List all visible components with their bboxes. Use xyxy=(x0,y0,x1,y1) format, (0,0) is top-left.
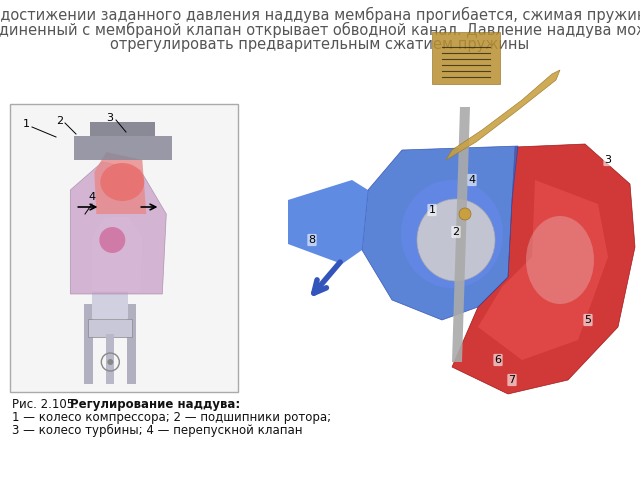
Text: 1 — колесо компрессора; 2 — подшипники ротора;: 1 — колесо компрессора; 2 — подшипники р… xyxy=(12,411,331,424)
Bar xyxy=(74,136,172,160)
Text: 3: 3 xyxy=(605,155,611,165)
Text: 4: 4 xyxy=(468,175,476,185)
Text: Рис. 2.105.: Рис. 2.105. xyxy=(12,398,82,411)
Polygon shape xyxy=(446,70,560,160)
Ellipse shape xyxy=(401,180,503,288)
Polygon shape xyxy=(452,144,635,394)
Bar xyxy=(84,304,93,384)
Text: 8: 8 xyxy=(308,235,316,245)
Text: При достижении заданного давления наддува мембрана прогибается, сжимая пружину, : При достижении заданного давления наддув… xyxy=(0,7,640,23)
Bar xyxy=(10,104,238,392)
Bar xyxy=(90,122,156,136)
Text: 7: 7 xyxy=(508,375,516,385)
Polygon shape xyxy=(288,180,368,264)
Circle shape xyxy=(459,208,471,220)
Text: 1: 1 xyxy=(429,205,435,215)
Bar xyxy=(106,334,115,384)
Text: 6: 6 xyxy=(495,355,502,365)
Polygon shape xyxy=(478,180,608,360)
Bar xyxy=(88,319,132,337)
Bar xyxy=(432,32,500,84)
Polygon shape xyxy=(452,107,470,362)
Text: 3: 3 xyxy=(106,113,113,123)
Bar xyxy=(92,291,128,319)
Polygon shape xyxy=(94,152,147,214)
Polygon shape xyxy=(92,217,142,292)
Text: отрегулировать предварительным сжатием пружины: отрегулировать предварительным сжатием п… xyxy=(111,37,529,52)
Text: 3 — колесо турбины; 4 — перепускной клапан: 3 — колесо турбины; 4 — перепускной клап… xyxy=(12,424,303,437)
Ellipse shape xyxy=(417,199,495,281)
Text: 4: 4 xyxy=(88,192,95,202)
Ellipse shape xyxy=(526,216,594,304)
Text: 2: 2 xyxy=(56,116,63,126)
Polygon shape xyxy=(362,146,518,320)
Bar xyxy=(127,304,136,384)
Text: 5: 5 xyxy=(584,315,591,325)
Circle shape xyxy=(108,359,113,365)
Ellipse shape xyxy=(100,163,145,201)
Text: соединенный с мембраной клапан открывает обводной канал. Давление наддува можно: соединенный с мембраной клапан открывает… xyxy=(0,22,640,38)
Text: 2: 2 xyxy=(452,227,460,237)
Polygon shape xyxy=(70,162,166,294)
Text: Регулирование наддува:: Регулирование наддува: xyxy=(70,398,240,411)
Circle shape xyxy=(99,227,125,253)
Text: 1: 1 xyxy=(22,119,29,129)
